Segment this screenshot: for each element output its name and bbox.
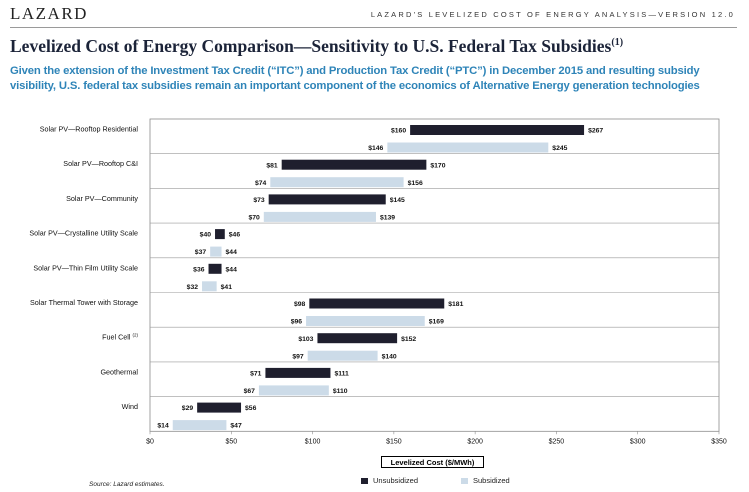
data-label-subsidized-low: $32 xyxy=(187,284,199,291)
data-label-unsubsidized-low: $73 xyxy=(253,197,265,204)
page-title: Levelized Cost of Energy Comparison—Sens… xyxy=(10,36,623,57)
data-label-unsubsidized-high: $152 xyxy=(401,336,416,343)
bar-subsidized xyxy=(202,281,217,292)
page-subtitle: Given the extension of the Investment Ta… xyxy=(10,65,700,92)
data-label-subsidized-high: $110 xyxy=(333,388,348,395)
data-label-unsubsidized-high: $170 xyxy=(430,162,445,169)
category-label: Wind xyxy=(122,402,138,411)
data-label-unsubsidized-high: $46 xyxy=(229,232,241,239)
legend-swatch-unsubsidized xyxy=(361,477,368,484)
data-label-subsidized-high: $139 xyxy=(380,215,395,222)
category-label: Solar PV—Community xyxy=(66,194,138,203)
data-label-subsidized-high: $41 xyxy=(221,284,233,291)
x-tick-label: $350 xyxy=(711,438,727,445)
data-label-subsidized-low: $67 xyxy=(244,388,256,395)
bar-subsidized xyxy=(263,211,376,222)
bar-unsubsidized xyxy=(410,125,585,135)
data-label-unsubsidized-low: $40 xyxy=(200,232,212,239)
data-label-unsubsidized-low: $81 xyxy=(266,162,278,169)
x-tick-label: $0 xyxy=(146,438,154,445)
data-label-subsidized-low: $14 xyxy=(157,423,169,430)
category-label: Solar PV—Thin Film Utility Scale xyxy=(33,263,138,272)
header-divider xyxy=(10,27,737,28)
legend-item-subsidized: Subsidized xyxy=(461,476,510,485)
bar-subsidized xyxy=(306,316,425,326)
bar-subsidized xyxy=(258,385,329,396)
category-label: Geothermal xyxy=(100,367,138,376)
data-label-subsidized-low: $74 xyxy=(255,180,267,187)
bar-unsubsidized xyxy=(309,298,445,309)
data-label-unsubsidized-high: $181 xyxy=(448,301,463,308)
data-label-unsubsidized-high: $267 xyxy=(588,128,603,135)
bar-unsubsidized xyxy=(208,263,222,274)
data-label-unsubsidized-low: $98 xyxy=(294,301,306,308)
category-label: Solar PV—Rooftop Residential xyxy=(40,125,139,134)
data-label-subsidized-low: $146 xyxy=(368,145,383,152)
legend-item-unsubsidized: Unsubsidized xyxy=(361,476,418,485)
data-label-subsidized-high: $47 xyxy=(230,423,242,430)
category-label: Solar Thermal Tower with Storage xyxy=(30,298,138,307)
x-tick-label: $250 xyxy=(549,438,565,445)
bar-unsubsidized xyxy=(265,367,331,378)
legend-label-unsubsidized: Unsubsidized xyxy=(373,476,419,485)
x-tick-label: $50 xyxy=(225,438,237,445)
bar-subsidized xyxy=(307,350,378,361)
bar-subsidized xyxy=(270,177,404,188)
bar-subsidized xyxy=(210,246,222,257)
data-label-unsubsidized-low: $29 xyxy=(182,405,194,412)
legend-swatch-subsidized xyxy=(461,477,468,484)
x-tick-label: $150 xyxy=(386,438,402,445)
bar-subsidized xyxy=(172,420,227,431)
bar-unsubsidized xyxy=(281,159,427,170)
bar-unsubsidized xyxy=(268,194,386,205)
data-label-subsidized-high: $245 xyxy=(552,145,567,152)
legend-label-subsidized: Subsidized xyxy=(473,476,510,485)
lazard-logo: LAZARD xyxy=(10,4,88,23)
report-title: LAZARD'S LEVELIZED COST OF ENERGY ANALYS… xyxy=(370,10,735,19)
data-label-subsidized-high: $156 xyxy=(408,180,423,187)
data-label-subsidized-high: $169 xyxy=(429,319,444,326)
data-label-unsubsidized-high: $145 xyxy=(390,197,405,204)
data-label-unsubsidized-high: $56 xyxy=(245,405,257,412)
x-tick-label: $300 xyxy=(630,438,646,445)
x-tick-label: $100 xyxy=(305,438,321,445)
data-label-subsidized-low: $96 xyxy=(291,319,303,326)
bar-subsidized xyxy=(387,142,549,153)
data-label-subsidized-low: $37 xyxy=(195,249,207,256)
x-axis-label: Levelized Cost ($/MWh) xyxy=(381,456,484,468)
category-label: Fuel Cell (2) xyxy=(102,333,138,342)
data-label-subsidized-high: $44 xyxy=(226,249,238,256)
data-label-subsidized-low: $97 xyxy=(292,353,304,360)
source-note: Source: Lazard estimates. xyxy=(89,481,165,488)
plot-frame xyxy=(149,118,720,432)
data-label-unsubsidized-high: $111 xyxy=(334,371,349,378)
bar-unsubsidized xyxy=(317,333,398,344)
category-label: Solar PV—Crystalline Utility Scale xyxy=(29,229,138,238)
bar-unsubsidized xyxy=(197,402,242,413)
x-tick-label: $200 xyxy=(467,438,483,445)
title-text: Levelized Cost of Energy Comparison—Sens… xyxy=(10,36,612,56)
data-label-unsubsidized-low: $36 xyxy=(193,266,205,273)
data-label-unsubsidized-high: $44 xyxy=(226,266,238,273)
category-label: Solar PV—Rooftop C&I xyxy=(63,159,138,168)
data-label-unsubsidized-low: $160 xyxy=(391,128,406,135)
data-label-subsidized-high: $140 xyxy=(382,353,397,360)
bar-unsubsidized xyxy=(215,229,225,240)
data-label-unsubsidized-low: $71 xyxy=(250,371,262,378)
data-label-unsubsidized-low: $103 xyxy=(298,336,313,343)
title-footnote: (1) xyxy=(611,37,624,48)
data-label-subsidized-low: $70 xyxy=(248,215,260,222)
